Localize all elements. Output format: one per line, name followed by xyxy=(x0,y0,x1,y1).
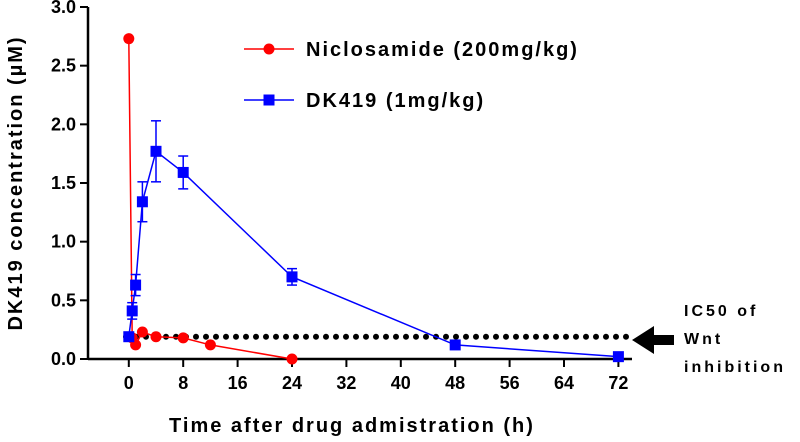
legend-label: Niclosamide (200mg/kg) xyxy=(306,39,579,61)
ic50-label-line3: inhibition xyxy=(684,359,786,376)
x-tick-label: 24 xyxy=(282,373,302,393)
data-point xyxy=(286,271,298,283)
y-tick-label: 2.0 xyxy=(51,114,76,134)
data-point xyxy=(449,339,461,351)
y-tick-label: 0.0 xyxy=(51,349,76,369)
legend-item: DK419 (1mg/kg) xyxy=(244,90,485,112)
data-point xyxy=(177,166,189,178)
x-tick-label: 40 xyxy=(391,373,411,393)
y-axis-label: DK419 concentration (µM) xyxy=(5,35,27,330)
data-point xyxy=(204,339,216,351)
ic50-arrow-icon xyxy=(632,326,674,354)
x-tick-label: 64 xyxy=(554,373,574,393)
x-tick-label: 72 xyxy=(608,373,628,393)
x-tick-label: 56 xyxy=(500,373,520,393)
x-tick-label: 48 xyxy=(445,373,465,393)
data-point xyxy=(123,331,135,343)
x-tick-label: 16 xyxy=(228,373,248,393)
y-tick-label: 3.0 xyxy=(51,0,76,17)
series-layer xyxy=(123,33,624,365)
x-tick-label: 0 xyxy=(124,373,134,393)
x-tick-label: 32 xyxy=(336,373,356,393)
series-line xyxy=(128,150,619,358)
data-point xyxy=(177,332,189,344)
legend: Niclosamide (200mg/kg) DK419 (1mg/kg) xyxy=(244,39,579,112)
axes-layer: 0 8 16 24 32 40 48 56 64 72 0.0 0.5 1.0 1.5 2.0 2.5 3.0 xyxy=(51,0,632,393)
data-point xyxy=(286,353,298,365)
ic50-label-line2: Wnt xyxy=(684,331,723,348)
data-point xyxy=(612,351,624,363)
data-point xyxy=(136,326,148,338)
legend-label: DK419 (1mg/kg) xyxy=(306,90,485,112)
y-tick-label: 0.5 xyxy=(51,290,76,310)
y-tick-label: 2.5 xyxy=(51,56,76,76)
x-tick-label: 8 xyxy=(178,373,188,393)
data-point xyxy=(126,305,138,317)
y-tick-label: 1.0 xyxy=(51,232,76,252)
data-point xyxy=(150,331,162,343)
data-point xyxy=(130,279,142,291)
series-dk419 xyxy=(123,120,624,363)
ic50-label-line1: IC50 of xyxy=(684,303,758,320)
legend-marker xyxy=(263,94,275,106)
data-point xyxy=(150,145,162,157)
x-axis-label: Time after drug admistration (h) xyxy=(169,415,535,437)
data-point xyxy=(136,196,148,208)
data-point xyxy=(123,33,135,45)
legend-marker xyxy=(263,43,275,55)
legend-item: Niclosamide (200mg/kg) xyxy=(244,39,579,61)
y-tick-label: 1.5 xyxy=(51,173,76,193)
